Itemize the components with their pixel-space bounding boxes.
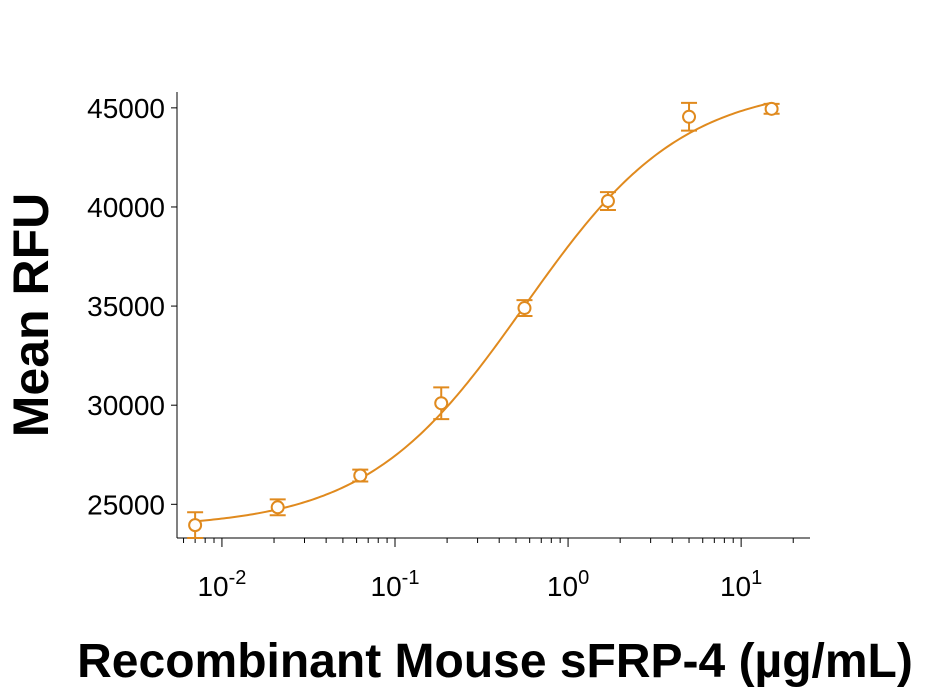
fit-curve xyxy=(195,101,772,523)
data-point xyxy=(188,518,203,533)
y-tick-label: 45000 xyxy=(87,93,165,124)
x-axis-label: Recombinant Mouse sFRP-4 (µg/mL) xyxy=(77,635,913,688)
x-tick-label: 100 xyxy=(547,567,589,602)
data-point xyxy=(682,109,697,124)
x-tick-label: 10-2 xyxy=(197,567,246,602)
data-point xyxy=(517,301,532,316)
y-tick-label: 30000 xyxy=(87,390,165,421)
data-point xyxy=(270,500,285,515)
data-point xyxy=(434,396,449,411)
data-point xyxy=(600,194,615,209)
x-tick-label: 10-1 xyxy=(371,567,420,602)
data-point xyxy=(764,101,779,116)
y-axis-label: Mean RFU xyxy=(3,193,59,437)
y-tick-label: 35000 xyxy=(87,291,165,322)
data-point xyxy=(353,468,368,483)
y-tick-label: 25000 xyxy=(87,489,165,520)
x-tick-label: 101 xyxy=(720,567,762,602)
y-tick-label: 40000 xyxy=(87,192,165,223)
